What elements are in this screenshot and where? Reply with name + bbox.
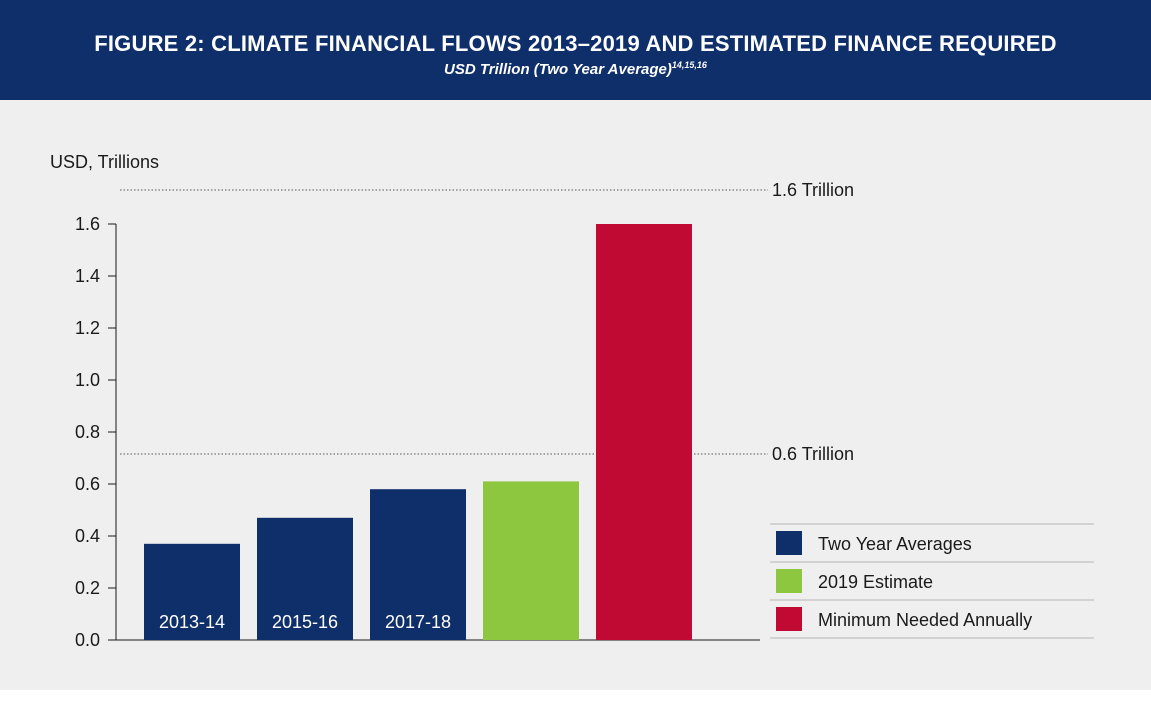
y-tick-label: 0.8 — [75, 422, 100, 442]
figure-title: FIGURE 2: CLIMATE FINANCIAL FLOWS 2013–2… — [94, 31, 1057, 56]
y-tick-label: 1.0 — [75, 370, 100, 390]
legend-swatch — [776, 607, 802, 631]
figure-subtitle: USD Trillion (Two Year Average)14,15,16 — [0, 60, 1151, 78]
bar — [144, 543, 240, 640]
y-axis-label: USD, Trillions — [50, 152, 159, 172]
y-tick-label: 1.2 — [75, 318, 100, 338]
bar-category-label: 2017-18 — [385, 612, 451, 632]
bar — [483, 481, 579, 640]
y-tick-label: 0.6 — [75, 474, 100, 494]
legend-label: 2019 Estimate — [818, 572, 933, 592]
reference-line-label: 1.6 Trillion — [772, 180, 854, 200]
legend-label: Minimum Needed Annually — [818, 610, 1032, 630]
y-tick-label: 0.4 — [75, 526, 100, 546]
figure-header: FIGURE 2: CLIMATE FINANCIAL FLOWS 2013–2… — [0, 0, 1151, 100]
bar-category-label: 2013-14 — [159, 612, 225, 632]
y-tick-label: 1.6 — [75, 214, 100, 234]
subtitle-references: 14,15,16 — [671, 60, 707, 70]
bar — [596, 224, 692, 640]
y-tick-label: 0.0 — [75, 630, 100, 650]
legend-swatch — [776, 531, 802, 555]
y-tick-label: 1.4 — [75, 266, 100, 286]
legend-label: Two Year Averages — [818, 534, 972, 554]
chart-panel: USD, Trillions 1.6 Trillion 0.6 Trillion 0.… — [0, 100, 1151, 690]
subtitle-text: USD Trillion (Two Year Average) — [444, 61, 672, 78]
reference-line-label: 0.6 Trillion — [772, 444, 854, 464]
bar-category-label: 2015-16 — [272, 612, 338, 632]
bar-chart: USD, Trillions 1.6 Trillion 0.6 Trillion 0.… — [50, 152, 1094, 650]
bar — [370, 489, 466, 640]
y-tick-label: 0.2 — [75, 578, 100, 598]
bar — [257, 517, 353, 640]
legend-swatch — [776, 569, 802, 593]
